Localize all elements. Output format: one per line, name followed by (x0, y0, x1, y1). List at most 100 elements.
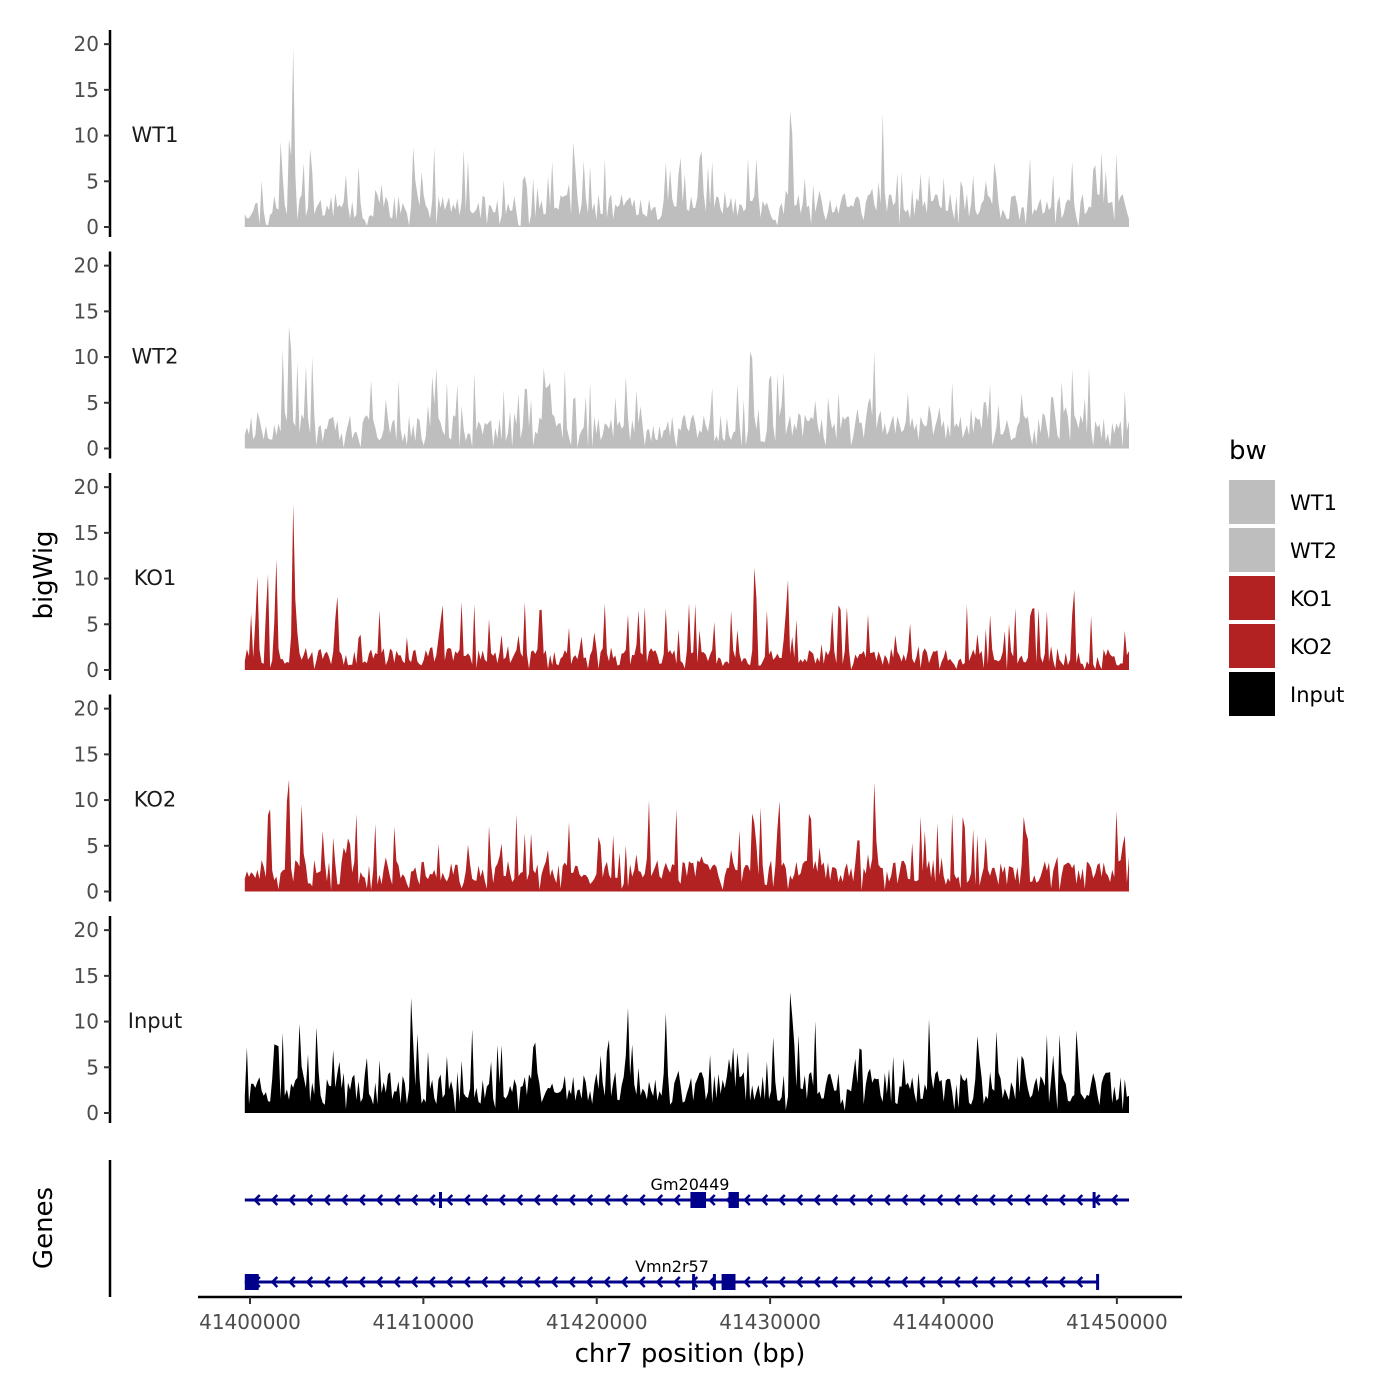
strand-arrow (918, 1194, 926, 1206)
strand-arrow (410, 1194, 419, 1206)
y-tick-label-WT2: 5 (86, 391, 99, 415)
exon-block (721, 1274, 736, 1290)
x-axis: 41400000 41410000 41420000 41430000 41440000… (198, 1295, 1182, 1334)
y-tick-label-KO2: 5 (86, 834, 99, 858)
x-tick-label: 41400000 (199, 1310, 301, 1334)
strand-arrow (953, 1194, 961, 1206)
strand-arrow (375, 1276, 384, 1288)
strand-arrow (445, 1194, 454, 1206)
track-panel-KO1: 0 5 10 15 20 KO1 (74, 473, 1130, 682)
strand-arrow (1075, 1276, 1084, 1288)
track-panel-Input: 0 5 10 15 20 Input (74, 916, 1130, 1125)
y-tick-label-Input: 15 (74, 964, 99, 988)
signal-area-KO1 (244, 504, 1130, 670)
track-label-WT2: WT2 (132, 345, 179, 369)
strand-arrow (585, 1194, 594, 1206)
y-tick-label-KO1: 10 (74, 567, 99, 591)
strand-arrow (1023, 1276, 1031, 1288)
strand-arrow (358, 1194, 366, 1206)
track-panel-WT2: 0 5 10 15 20 WT2 (74, 251, 1130, 461)
signal-area-WT2 (244, 325, 1130, 449)
strand-arrow (498, 1276, 506, 1288)
y-tick-label-KO2: 15 (74, 742, 99, 766)
strand-arrow (393, 1194, 401, 1206)
strand-arrow (743, 1194, 751, 1206)
exon-block (1092, 1192, 1096, 1208)
strand-arrow (550, 1194, 559, 1206)
transcript-Vmn2r57: Vmn2r57 (244, 1257, 1100, 1290)
legend-label-WT2: WT2 (1290, 539, 1337, 563)
strand-arrow (655, 1276, 664, 1288)
signal-area-KO2 (244, 779, 1130, 892)
strand-arrow (480, 1194, 489, 1206)
strand-arrow (830, 1276, 839, 1288)
y-tick-label-KO1: 0 (86, 658, 99, 682)
legend-title: bw (1229, 436, 1267, 466)
y-tick-label-KO1: 15 (74, 521, 99, 545)
track-label-KO2: KO2 (134, 788, 177, 812)
strand-arrow (445, 1276, 454, 1288)
y-tick-label-WT2: 20 (74, 254, 99, 278)
strand-arrow (970, 1194, 979, 1206)
legend-label-KO2: KO2 (1290, 635, 1333, 659)
y-tick-label-WT1: 5 (86, 169, 99, 193)
y-tick-label-WT1: 20 (74, 32, 99, 56)
strand-arrow (883, 1276, 891, 1288)
y-tick-label-WT2: 15 (74, 299, 99, 323)
exon-block (690, 1192, 706, 1208)
strand-arrow (883, 1194, 891, 1206)
strand-arrow (848, 1276, 856, 1288)
strand-arrow (288, 1276, 296, 1288)
legend-label-KO1: KO1 (1290, 587, 1333, 611)
y-tick-label-WT1: 0 (86, 215, 99, 239)
y-tick-label-KO1: 5 (86, 612, 99, 636)
legend-label-Input: Input (1290, 683, 1344, 707)
strand-arrow (813, 1276, 821, 1288)
strand-arrow (340, 1276, 349, 1288)
x-tick-label: 41420000 (546, 1310, 648, 1334)
strand-arrow (428, 1276, 436, 1288)
strand-arrow (830, 1194, 839, 1206)
x-tick-label: 41410000 (372, 1310, 474, 1334)
strand-arrow (865, 1276, 874, 1288)
x-tick-label: 41450000 (1066, 1310, 1168, 1334)
strand-arrow (463, 1194, 471, 1206)
strand-arrow (550, 1276, 559, 1288)
track-label-KO1: KO1 (134, 566, 177, 590)
legend-key-Input (1229, 672, 1275, 716)
strand-arrow (673, 1276, 681, 1288)
strand-arrow (568, 1194, 576, 1206)
strand-arrow (323, 1276, 331, 1288)
strand-arrow (953, 1276, 961, 1288)
strand-arrow (778, 1276, 786, 1288)
strand-arrow (620, 1194, 629, 1206)
strand-arrow (410, 1276, 419, 1288)
strand-arrow (463, 1276, 471, 1288)
genes-track: Gm20449 Vmn2r57 (108, 1160, 1129, 1297)
strand-arrow (760, 1276, 769, 1288)
strand-arrow (270, 1194, 279, 1206)
transcript-Gm20449: Gm20449 (244, 1175, 1129, 1208)
strand-arrow (393, 1276, 401, 1288)
y-tick-label-WT2: 10 (74, 345, 99, 369)
y-axis-title: bigWig (29, 530, 59, 619)
strand-arrow (988, 1194, 996, 1206)
y-tick-label-Input: 5 (86, 1055, 99, 1079)
strand-arrow (568, 1276, 576, 1288)
strand-arrow (813, 1194, 821, 1206)
strand-arrow (533, 1194, 541, 1206)
legend-key-WT1 (1229, 480, 1275, 524)
legend-key-KO2 (1229, 624, 1275, 668)
strand-arrow (270, 1276, 279, 1288)
track-panel-KO2: 0 5 10 15 20 KO2 (74, 694, 1130, 904)
strand-arrow (795, 1276, 804, 1288)
tracks-layer: 0 5 10 15 20 WT1 0 5 10 15 20 WT2 0 5 10 15 20 KO1 0 5 10 15 2… (74, 30, 1130, 1125)
strand-arrow (603, 1194, 611, 1206)
strand-arrow (533, 1276, 541, 1288)
strand-arrow (288, 1194, 296, 1206)
exon-block (712, 1274, 716, 1290)
strand-arrow (340, 1194, 349, 1206)
strand-arrow (988, 1276, 996, 1288)
strand-arrow (1005, 1276, 1014, 1288)
